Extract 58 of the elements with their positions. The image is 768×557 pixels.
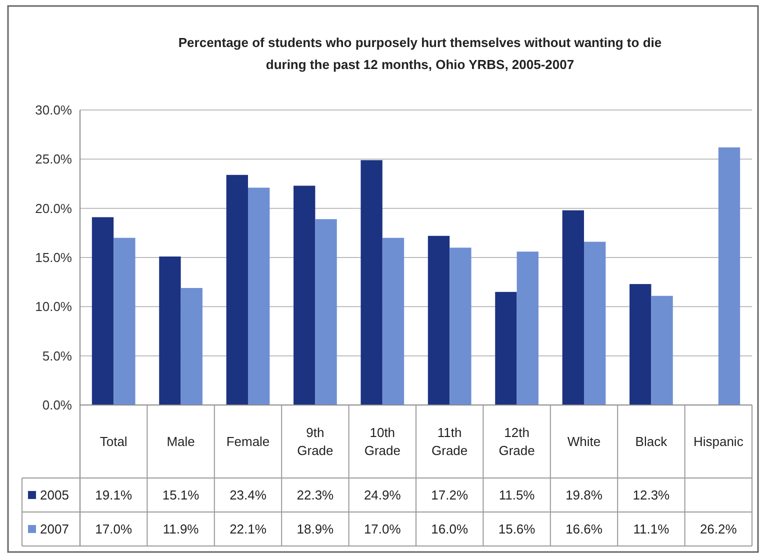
bar [651, 296, 673, 405]
data-label: 18.9% [296, 522, 334, 537]
data-label: 15.1% [162, 488, 200, 503]
bar [114, 238, 136, 405]
bar [294, 186, 316, 405]
bar [495, 292, 517, 405]
x-tick-label: 12th Grade [498, 425, 535, 458]
bar [360, 160, 382, 405]
x-tick-label: Hispanic [693, 434, 744, 450]
data-label: 17.0% [95, 522, 132, 537]
data-label: 24.9% [364, 488, 402, 503]
data-label: 19.8% [566, 488, 603, 503]
y-tick-label: 15.0% [35, 250, 72, 266]
bar [630, 284, 652, 405]
legend-label: 2007 [40, 522, 69, 537]
bar [226, 174, 248, 405]
data-label: 23.4% [230, 488, 267, 503]
bar [562, 210, 584, 405]
data-label: 22.3% [296, 488, 334, 503]
y-tick-label: 30.0% [35, 102, 72, 118]
chart-title: Percentage of students who purposely hurt themselves without wanting to die during the past 12 months, Ohio YRBS, 2005-2007 [178, 35, 662, 72]
x-tick-label: 9th Grade [297, 425, 334, 458]
bar [516, 252, 538, 405]
legend-label: 2005 [40, 488, 69, 503]
x-tick-label: White [567, 434, 601, 450]
bar [92, 217, 114, 405]
x-tick-label: Male [166, 434, 195, 450]
data-label: 22.1% [230, 522, 267, 537]
data-label: 11.1% [633, 522, 670, 537]
y-tick-label: 5.0% [42, 348, 72, 364]
data-label: 12.3% [632, 488, 670, 503]
x-tick-label: 11th Grade [432, 425, 468, 458]
bar [180, 288, 202, 405]
bar [382, 238, 404, 405]
y-tick-label: 20.0% [35, 200, 72, 216]
data-label: 11.9% [162, 522, 200, 537]
data-label: 17.0% [364, 522, 402, 537]
data-label: 26.2% [700, 522, 738, 537]
y-tick-label: 10.0% [35, 299, 72, 314]
x-tick-label: 10th Grade [364, 425, 400, 458]
bar [584, 242, 606, 405]
data-label: 17.2% [431, 488, 468, 503]
y-tick-label: 25.0% [35, 152, 72, 167]
bar [248, 188, 270, 405]
x-tick-label: Female [226, 434, 270, 450]
x-tick-label: Total [100, 434, 128, 450]
data-label: 15.6% [498, 522, 536, 537]
data-label: 11.5% [498, 488, 536, 503]
bar [718, 147, 740, 405]
data-label: 16.6% [566, 522, 603, 537]
bar [428, 236, 450, 405]
x-tick-label: Black [635, 434, 668, 450]
y-tick-label: 0.0% [42, 398, 72, 413]
data-label: 19.1% [95, 488, 132, 503]
data-label: 16.0% [431, 522, 468, 537]
bar [315, 219, 337, 405]
bar [159, 256, 181, 405]
bar [450, 248, 472, 405]
